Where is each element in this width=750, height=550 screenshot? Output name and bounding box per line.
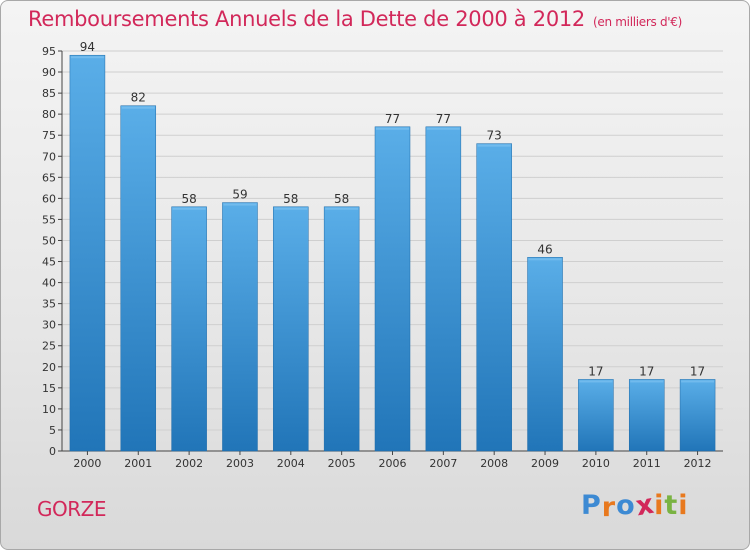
value-label-2004: 58 (283, 192, 298, 206)
bar-highlight (477, 144, 511, 147)
y-tick-label: 70 (42, 150, 56, 163)
y-tick-label: 35 (42, 298, 56, 311)
y-tick-label: 45 (42, 256, 56, 269)
bar-highlight (376, 127, 409, 130)
value-label-2003: 59 (232, 188, 247, 202)
value-label-2006: 77 (385, 112, 400, 126)
logo-letter: r (601, 492, 617, 523)
value-label-2012: 17 (690, 364, 705, 378)
value-label-2010: 17 (588, 364, 603, 378)
proxiti-logo[interactable]: Proxiti (581, 489, 689, 523)
y-tick-label: 85 (42, 87, 56, 100)
y-tick-label: 30 (42, 319, 56, 332)
bar-2011 (628, 379, 665, 452)
x-tick-label-2004: 2004 (277, 457, 305, 470)
y-tick-label: 95 (42, 45, 56, 58)
bar-2000 (69, 54, 106, 452)
bar-2002 (171, 206, 207, 452)
bar-highlight (325, 207, 359, 210)
x-tick-label-2002: 2002 (175, 457, 203, 470)
y-tick-label: 0 (49, 445, 56, 458)
chart-title-text: Remboursements Annuels de la Dette de 20… (28, 7, 585, 31)
logo-letter: P (581, 490, 602, 521)
bar-2004 (273, 206, 309, 452)
y-tick-label: 90 (42, 66, 56, 79)
y-tick-label: 20 (42, 361, 56, 374)
logo-letter: i (678, 490, 689, 521)
logo-letter: i (654, 490, 665, 521)
logo-letter: t (664, 490, 679, 521)
value-label-2002: 58 (181, 192, 196, 206)
value-label-2011: 17 (639, 364, 654, 378)
value-label-2000: 94 (80, 40, 95, 54)
data-labels: 94 82 58 59 58 58 77 77 73 46 17 17 17 (80, 40, 705, 378)
logo-letter: o (616, 490, 636, 521)
bar-2006 (374, 126, 411, 452)
bar-2010 (578, 379, 614, 452)
y-tick-label: 10 (42, 403, 56, 416)
y-tick-label: 50 (42, 234, 56, 247)
x-tick-label-2000: 2000 (73, 457, 101, 470)
bars (69, 54, 716, 452)
bar-highlight (172, 207, 206, 210)
bar-2009 (527, 257, 563, 452)
y-tick-label: 40 (42, 277, 56, 290)
value-label-2009: 46 (537, 242, 552, 256)
y-tick-label: 75 (42, 129, 56, 142)
bar-highlight (681, 380, 715, 383)
value-label-2008: 73 (487, 129, 502, 143)
commune-name: GORZE (37, 497, 106, 521)
x-tick-label-2010: 2010 (582, 457, 610, 470)
x-tick-label-2007: 2007 (429, 457, 457, 470)
bar-highlight (274, 207, 308, 210)
x-tick-label-2011: 2011 (633, 457, 661, 470)
chart-title: Remboursements Annuels de la Dette de 20… (28, 7, 682, 31)
y-tick-label: 60 (42, 192, 56, 205)
bar-2008 (476, 143, 512, 452)
bar-highlight (528, 258, 562, 261)
x-tick-label-2003: 2003 (226, 457, 254, 470)
value-label-2001: 82 (131, 91, 146, 105)
value-label-2007: 77 (436, 112, 451, 126)
value-label-2005: 58 (334, 192, 349, 206)
bar-highlight (223, 203, 257, 206)
bar-highlight (70, 56, 104, 59)
y-tick-label: 80 (42, 108, 56, 121)
x-tick-label-2008: 2008 (480, 457, 508, 470)
bar-highlight (426, 127, 460, 130)
chart-subtitle: (en milliers d'€) (593, 15, 683, 29)
y-tick-label: 25 (42, 340, 56, 353)
bar-highlight (579, 380, 613, 383)
bar-2005 (323, 206, 360, 452)
x-tick-label-2005: 2005 (328, 457, 356, 470)
bar-highlight (630, 380, 664, 383)
x-tick-label-2009: 2009 (531, 457, 559, 470)
y-tick-label: 5 (49, 424, 56, 437)
x-tick-label-2001: 2001 (124, 457, 152, 470)
y-tick-label: 15 (42, 382, 56, 395)
bar-highlight (121, 106, 155, 109)
bar-2012 (679, 379, 716, 452)
y-tick-label: 55 (42, 213, 56, 226)
y-tick-label: 65 (42, 171, 56, 184)
bar-2007 (425, 126, 462, 452)
bar-2001 (120, 105, 157, 452)
bar-2003 (222, 202, 258, 452)
x-tick-label-2012: 2012 (684, 457, 712, 470)
x-tick-label-2006: 2006 (379, 457, 407, 470)
